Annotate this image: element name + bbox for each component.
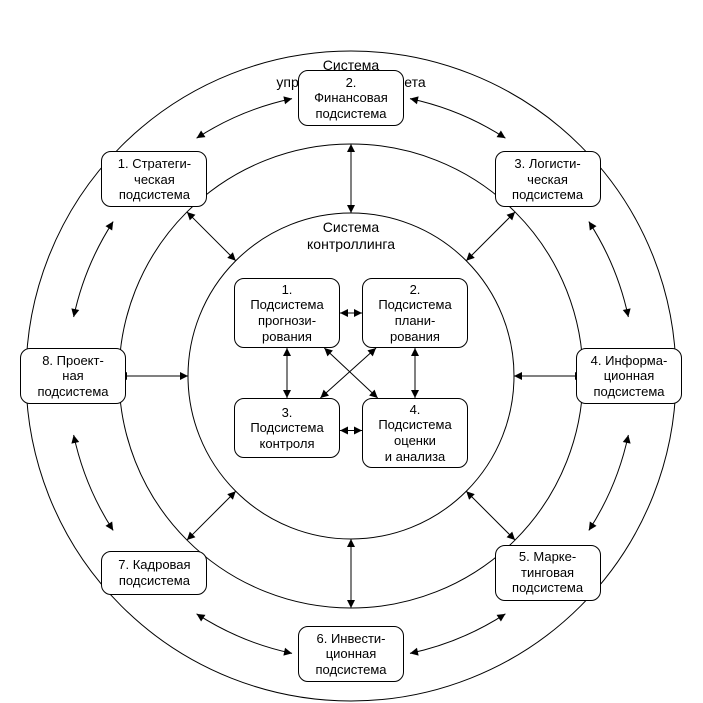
inner-node-c3: 3. Подсистема контроля xyxy=(234,398,340,458)
inner-node-c2: 2. Подсистема плани- рования xyxy=(362,278,468,348)
outer-node-n3: 3. Логисти- ческая подсистема xyxy=(495,151,601,207)
outer-node-n8: 8. Проект- ная подсистема xyxy=(20,348,126,404)
diagram-stage: Система управленческого учетаСистема кон… xyxy=(0,0,703,703)
inner-node-c4: 4. Подсистема оценки и анализа xyxy=(362,398,468,468)
outer-node-n1: 1. Стратеги- ческая подсистема xyxy=(101,151,207,207)
outer-node-n7: 7. Кадровая подсистема xyxy=(101,551,207,595)
outer-node-n5: 5. Марке- тинговая подсистема xyxy=(495,545,601,601)
outer-node-n2: 2. Финансовая подсистема xyxy=(298,70,404,126)
inner-title: Система контроллинга xyxy=(307,219,395,253)
outer-node-n4: 4. Информа- ционная подсистема xyxy=(576,348,682,404)
outer-node-n6: 6. Инвести- ционная подсистема xyxy=(298,626,404,682)
inner-node-c1: 1. Подсистема прогнози- рования xyxy=(234,278,340,348)
